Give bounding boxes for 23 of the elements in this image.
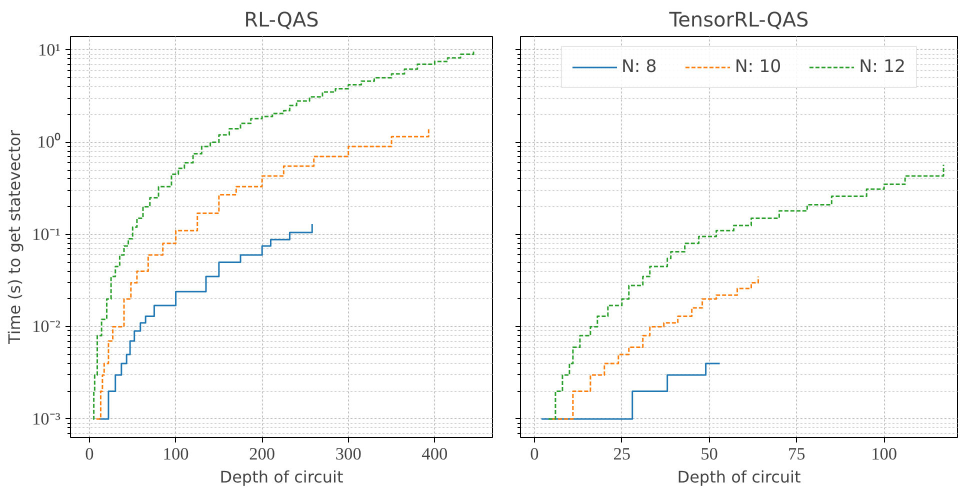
- x-tick-label: 25: [613, 444, 631, 464]
- x-tick-label: 100: [162, 444, 189, 464]
- chart-title: TensorRL-QAS: [668, 8, 809, 32]
- x-tick-label: 50: [700, 444, 718, 464]
- legend-label: N: 8: [621, 57, 657, 77]
- y-tick-label: 10⁰: [37, 132, 60, 152]
- x-tick-label: 0: [530, 444, 539, 464]
- x-tick-label: 0: [85, 444, 94, 464]
- y-axis-title: Time (s) to get statevector: [4, 130, 24, 345]
- x-tick-label: 300: [335, 444, 362, 464]
- y-tick-label: 10¹: [38, 40, 61, 60]
- x-tick-label: 200: [249, 444, 276, 464]
- y-tick-label: 10⁻²: [32, 317, 61, 336]
- x-axis-title: Depth of circuit: [677, 468, 801, 486]
- x-axis-title: Depth of circuit: [220, 468, 344, 486]
- legend-label: N: 10: [734, 57, 782, 77]
- x-tick-label: 75: [788, 444, 806, 464]
- y-tick-label: 10⁻¹: [32, 224, 61, 244]
- x-tick-label: 400: [422, 444, 448, 464]
- legend-label: N: 12: [859, 57, 906, 77]
- y-tick-label: 10⁻³: [32, 409, 61, 428]
- x-tick-label: 100: [871, 444, 898, 464]
- chart-title: RL-QAS: [244, 8, 319, 32]
